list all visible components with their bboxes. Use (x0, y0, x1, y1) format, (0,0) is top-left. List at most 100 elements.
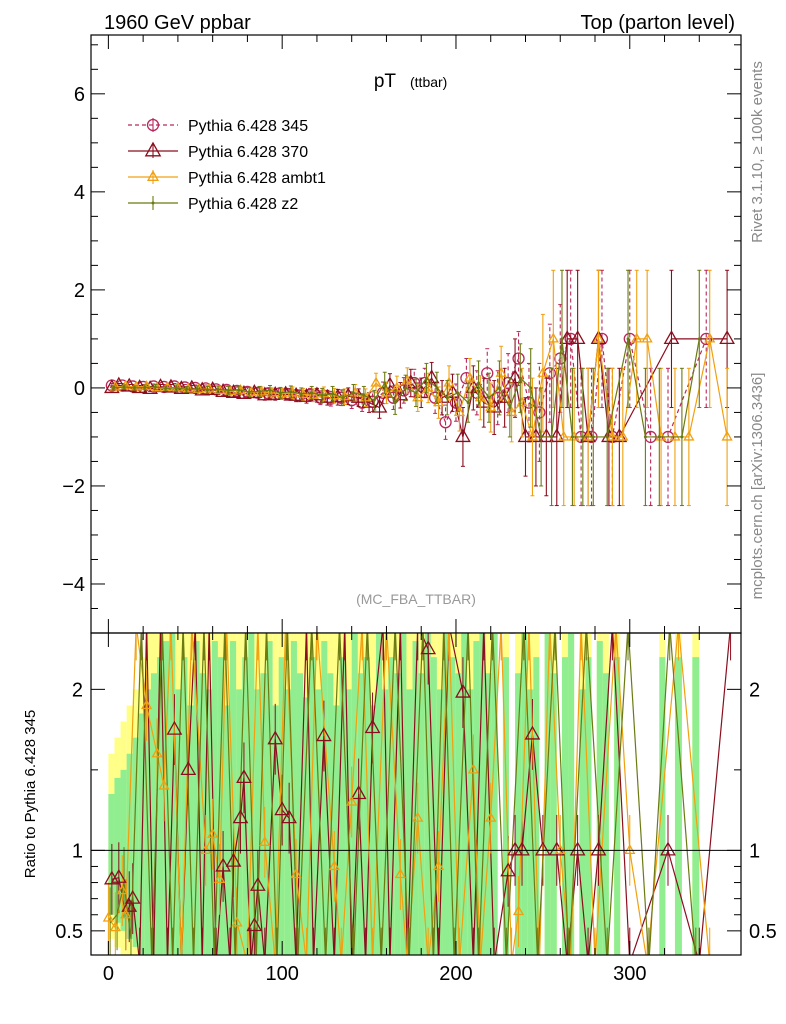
ratio-data-point (512, 905, 525, 916)
data-point (439, 416, 452, 429)
ratio-band-green (491, 633, 498, 955)
data-point (559, 330, 576, 345)
data-point (132, 386, 136, 390)
ratio-data-point (213, 873, 226, 883)
ratio-data-point (412, 811, 424, 822)
ratio-band-green (515, 673, 522, 955)
legend-label: Pythia 6.428 345 (188, 118, 308, 135)
ratio-band-green (175, 689, 182, 955)
data-point (719, 330, 735, 345)
data-point (548, 428, 565, 443)
ratio-band-green (449, 657, 456, 955)
ratio-y-ticks: 0.5 0.5 1 1 2 2 (55, 679, 777, 943)
data-point (404, 386, 408, 390)
ratio-band-green (455, 673, 462, 955)
legend-marker (146, 118, 160, 132)
top-y-tick-label: 2 (74, 280, 85, 302)
ratio-data-point (120, 908, 132, 919)
data-point (669, 430, 681, 441)
data-point (372, 398, 376, 402)
ratio-band-green (602, 673, 609, 955)
data-point (299, 392, 303, 396)
header-left: 1960 GeV ppbar (104, 12, 251, 34)
ratio-data-point (420, 640, 437, 655)
ratio-data-point (124, 889, 141, 904)
ratio-data-point (364, 719, 381, 734)
ratio-y-tick-label-right: 1 (749, 840, 760, 862)
ratio-band-green (266, 641, 273, 955)
ratio-data-point (290, 868, 302, 879)
data-point (289, 390, 293, 394)
top-panel: −4 −2 0 2 4 6 pT (ttbar) (MC_FBA_TTBAR) Pythi… (62, 34, 742, 634)
data-point (570, 435, 574, 439)
mcplots-label: mcplots.cern.ch [arXiv:1306.3436] (749, 373, 766, 600)
ratio-data-point (624, 844, 636, 854)
data-point (539, 435, 543, 439)
data-point (481, 367, 494, 380)
data-point (547, 332, 559, 343)
data-point (393, 401, 397, 405)
data-point (643, 435, 647, 439)
data-point (606, 430, 619, 441)
legend-label: Pythia 6.428 ambt1 (188, 170, 326, 187)
data-point (721, 430, 733, 441)
ratio-band-green (418, 673, 425, 955)
data-point (456, 391, 460, 395)
ratio-markers-ambt1 (102, 699, 636, 932)
data-point (460, 371, 473, 385)
data-point (143, 385, 147, 389)
data-point (174, 386, 178, 390)
ratio-data-point (514, 841, 530, 856)
data-point (641, 332, 653, 343)
ratio-band-green (303, 697, 310, 955)
data-point (543, 367, 556, 380)
ratio-band-green (442, 633, 450, 955)
data-point (153, 385, 157, 389)
data-point (258, 389, 262, 393)
data-point (477, 381, 481, 385)
top-y-ticks: −4 −2 0 2 4 6 (62, 44, 741, 634)
ratio-data-point (246, 917, 263, 932)
ratio-band-green (363, 657, 370, 955)
ratio-data-point (432, 860, 445, 871)
data-point (491, 391, 504, 404)
ratio-data-point (166, 720, 183, 735)
ratio-band-green (290, 641, 297, 955)
data-point (383, 381, 387, 385)
data-point (623, 332, 636, 346)
ratio-x-tick-label: 100 (265, 963, 298, 985)
ratio-panel: 0.5 0.5 1 1 2 2 0 100 200 300 Ratio to Pythia 6.… (22, 632, 777, 985)
ratio-band-green (217, 657, 224, 955)
top-y-tick-label: 6 (74, 84, 85, 106)
top-x-ticks (107, 35, 700, 633)
ratio-band-green (132, 737, 139, 947)
ratio-x-tick-label: 200 (439, 963, 472, 985)
ratio-band-green (406, 689, 413, 955)
ratio-band-green (321, 641, 328, 955)
ratio-band-green (550, 673, 557, 955)
data-point (538, 428, 555, 443)
data-point (371, 398, 388, 413)
top-y-tick-label: 0 (74, 378, 85, 400)
data-point (362, 393, 366, 397)
data-point (497, 386, 501, 390)
data-point (226, 388, 230, 392)
data-point (122, 385, 126, 389)
data-point (592, 332, 605, 343)
ratio-data-point (151, 747, 163, 758)
data-point (237, 388, 241, 392)
data-point (558, 430, 570, 441)
data-point (591, 435, 595, 439)
data-point (112, 386, 116, 390)
ratio-band-green (205, 689, 212, 955)
data-point (569, 330, 586, 345)
data-point (320, 393, 324, 397)
ratio-y-tick-label: 1 (72, 840, 83, 862)
ratio-data-point (660, 841, 676, 856)
ratio-series-z2 (109, 633, 697, 955)
ratio-y-axis-label: Ratio to Pythia 6.428 345 (22, 710, 39, 878)
ratio-data-point (158, 779, 170, 790)
ratio-band-green (467, 689, 474, 955)
data-point (205, 388, 209, 392)
data-point (185, 387, 189, 391)
